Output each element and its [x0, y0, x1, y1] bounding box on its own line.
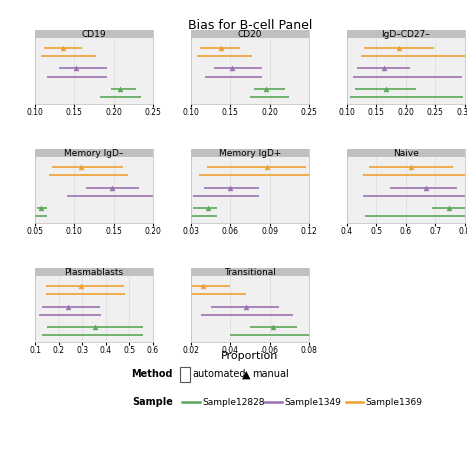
Bar [191, 30, 309, 38]
Bar [191, 268, 309, 276]
Bar [35, 30, 153, 38]
Text: Memory IgD–: Memory IgD– [64, 149, 124, 158]
Bar [347, 30, 465, 38]
Text: Sample1369: Sample1369 [366, 398, 423, 407]
Text: Sample12828: Sample12828 [202, 398, 265, 407]
Bar [35, 149, 153, 157]
Bar [347, 149, 465, 157]
Text: ▲: ▲ [242, 369, 251, 379]
Text: Sample1349: Sample1349 [284, 398, 341, 407]
Bar [35, 268, 153, 276]
Text: Bias for B-cell Panel: Bias for B-cell Panel [188, 19, 312, 32]
Text: Memory IgD+: Memory IgD+ [219, 149, 281, 158]
Text: CD19: CD19 [82, 30, 106, 39]
Bar [191, 149, 309, 157]
Text: Plasmablasts: Plasmablasts [64, 268, 124, 277]
Text: Naive: Naive [393, 149, 418, 158]
Text: Transitional: Transitional [224, 268, 276, 277]
Text: IgD–CD27–: IgD–CD27– [381, 30, 430, 39]
Text: CD20: CD20 [238, 30, 262, 39]
Text: automated: automated [192, 369, 246, 379]
Text: Sample: Sample [132, 397, 173, 407]
Text: Method: Method [131, 369, 173, 379]
Text: Proportion: Proportion [221, 351, 278, 361]
Text: manual: manual [252, 369, 289, 379]
